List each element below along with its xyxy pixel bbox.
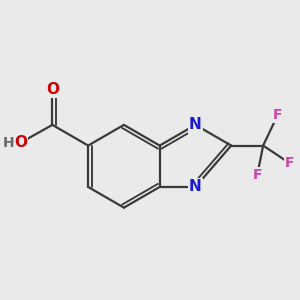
Text: F: F [253, 168, 262, 182]
Text: N: N [189, 179, 202, 194]
Text: O: O [46, 82, 59, 97]
Text: O: O [14, 135, 27, 150]
Text: F: F [285, 156, 295, 170]
Text: H: H [2, 136, 14, 150]
Text: N: N [189, 117, 202, 132]
Text: F: F [273, 107, 283, 122]
